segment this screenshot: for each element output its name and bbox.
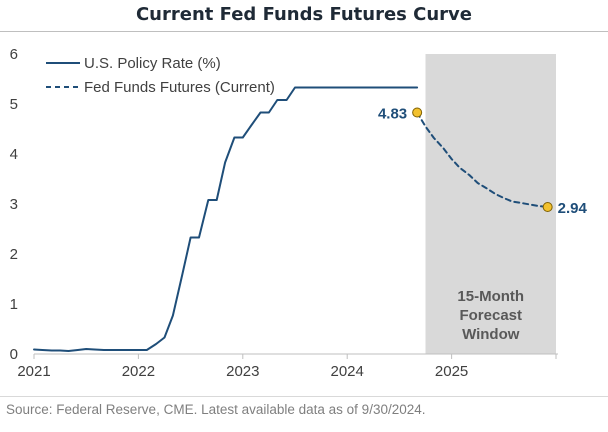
- x-tick-label-2024: 2024: [331, 363, 364, 380]
- legend-label-1: U.S. Policy Rate (%): [84, 55, 221, 72]
- axes-layer: 0 1 2 3 4 5 6 2021 2022 2023 2024 2025: [10, 46, 558, 380]
- chart-title: Current Fed Funds Futures Curve: [135, 4, 473, 25]
- x-tick-label-2023: 2023: [226, 363, 259, 380]
- annotations-layer: 4.83 2.94: [378, 106, 588, 218]
- x-tick-label-2022: 2022: [122, 363, 155, 380]
- series-layer: [33, 86, 549, 352]
- annotation-marker-2: [542, 202, 553, 212]
- annotation-label-2: 2.94: [558, 200, 588, 217]
- y-tick-label-2: 2: [10, 246, 18, 263]
- footer-divider: [0, 396, 608, 397]
- y-tick-label-1: 1: [10, 296, 18, 313]
- source-note: Source: Federal Reserve, CME. Latest ava…: [6, 402, 426, 417]
- forecast-window-label-1: 15-Month: [457, 288, 524, 305]
- forecast-window-band: [425, 54, 556, 354]
- forecast-window-label-3: Window: [462, 326, 520, 343]
- y-tick-label-3: 3: [10, 196, 18, 213]
- legend: U.S. Policy Rate (%) Fed Funds Futures (C…: [46, 55, 275, 96]
- legend-label-2: Fed Funds Futures (Current): [84, 79, 275, 96]
- y-tick-label-5: 5: [10, 96, 18, 113]
- series-line-1: [33, 86, 419, 352]
- x-tick-label-2025: 2025: [435, 363, 468, 380]
- chart-canvas: 15-Month Forecast Window 0 1 2 3 4 5 6 2021 2022 20…: [10, 46, 588, 380]
- annotation-marker-1: [412, 107, 423, 118]
- forecast-window-layer: 15-Month Forecast Window: [425, 54, 556, 354]
- x-tick-label-2021: 2021: [17, 363, 50, 380]
- series-line-2: [416, 111, 549, 208]
- y-tick-label-6: 6: [10, 46, 18, 63]
- y-tick-label-4: 4: [10, 146, 18, 163]
- annotation-label-1: 4.83: [378, 106, 407, 123]
- forecast-window-label-2: Forecast: [459, 307, 522, 324]
- y-tick-label-0: 0: [10, 346, 18, 363]
- title-divider: [0, 31, 608, 32]
